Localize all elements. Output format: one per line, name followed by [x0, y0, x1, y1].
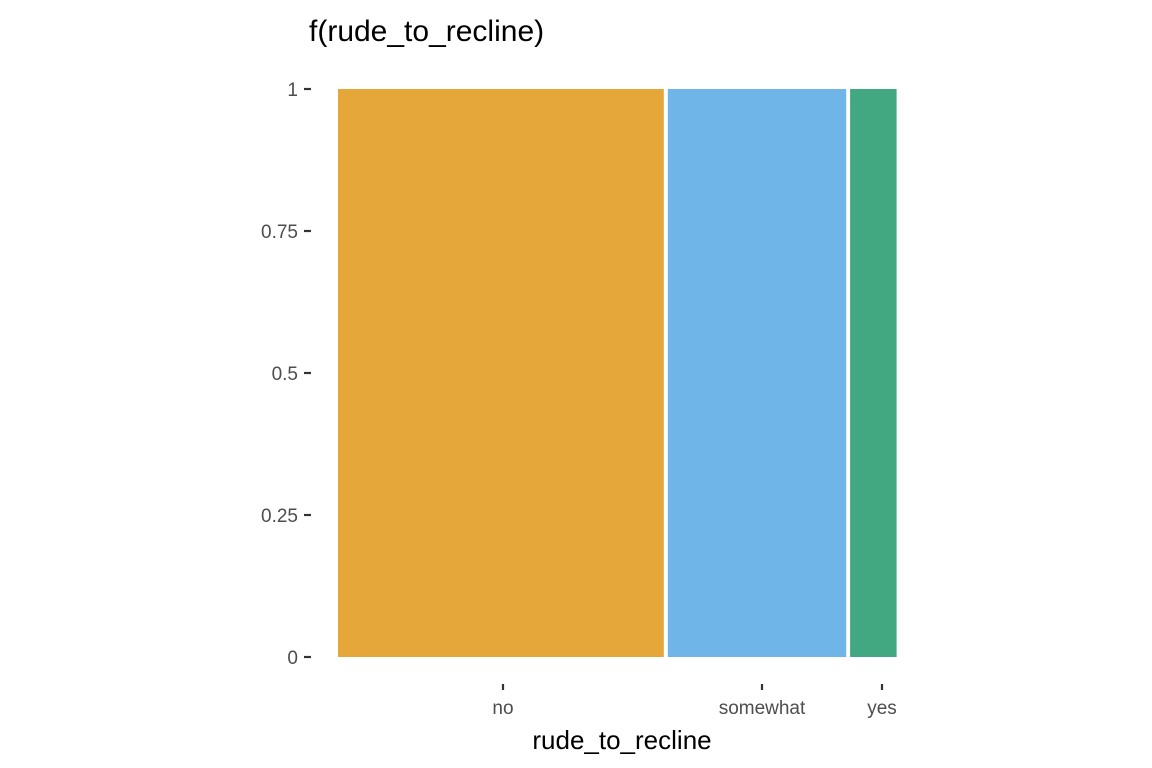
x-axis: no somewhat yes [492, 684, 897, 719]
x-tick-label-no: no [492, 698, 513, 719]
y-axis: 0 0.25 0.5 0.75 1 [261, 80, 311, 669]
y-tick-label: 0.25 [261, 506, 298, 527]
chart-title: f(rude_to_recline) [309, 15, 544, 48]
bar-no [338, 89, 664, 657]
bar-yes [850, 89, 897, 657]
bars-layer [338, 89, 897, 657]
y-tick-label: 0.5 [272, 364, 298, 385]
x-axis-title: rude_to_recline [532, 725, 711, 755]
y-tick-label: 0 [287, 648, 298, 669]
x-tick-label-yes: yes [867, 698, 897, 719]
y-tick-label: 1 [287, 80, 298, 101]
bar-somewhat [667, 89, 847, 657]
x-tick-label-somewhat: somewhat [719, 698, 806, 719]
y-tick-label: 0.75 [261, 222, 298, 243]
